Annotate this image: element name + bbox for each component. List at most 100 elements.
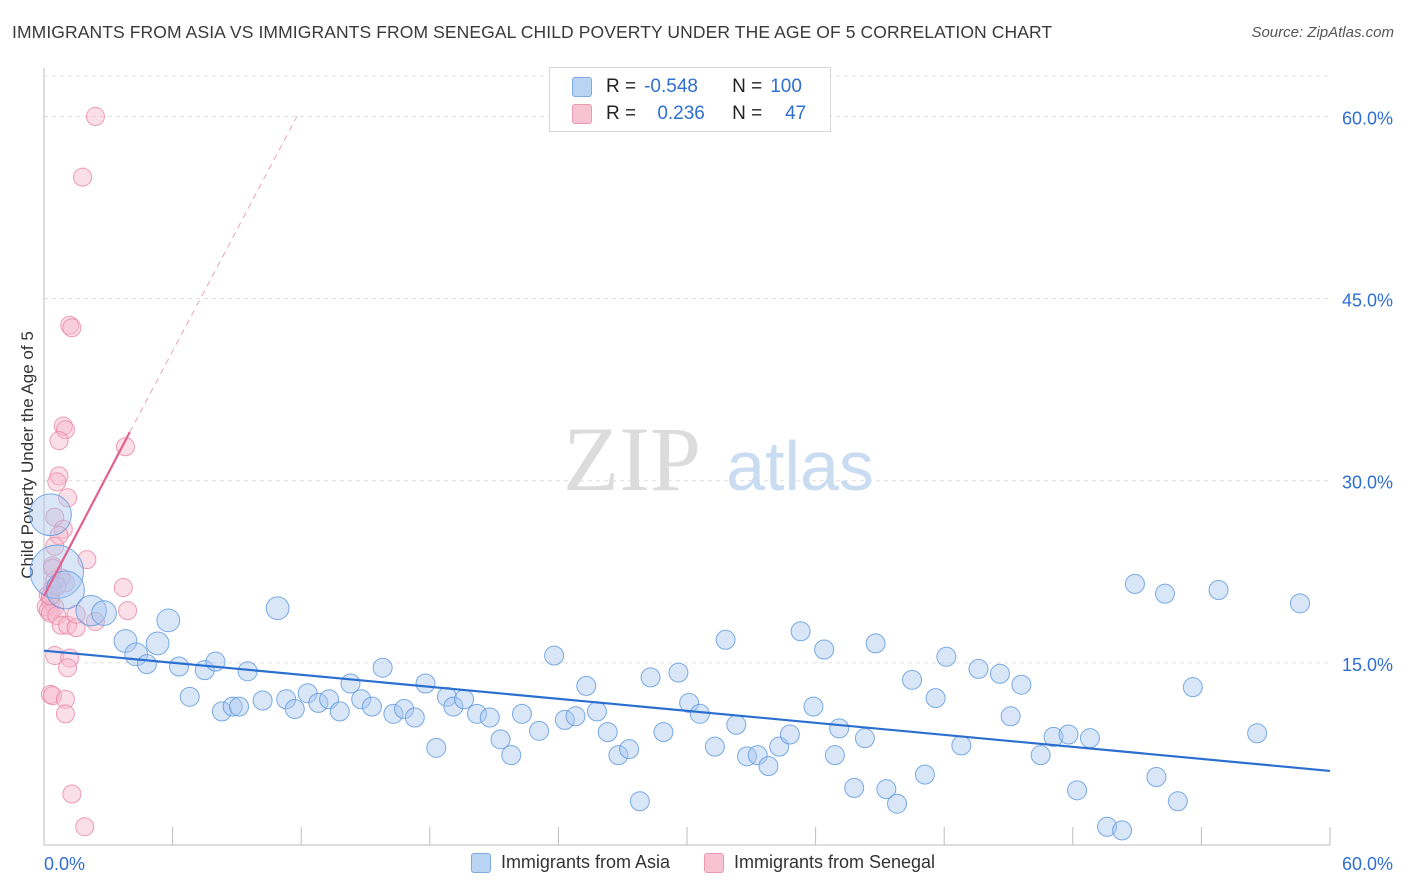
legend-row-asia: R = -0.548 N = 100 [572,74,802,100]
asia-point [1146,767,1167,787]
asia-point [865,633,886,654]
asia-point [608,745,629,766]
watermark-zip: ZIP [563,408,701,510]
senegal-point [49,431,69,451]
asia-point [902,669,923,690]
legend-label-asia: Immigrants from Asia [500,852,670,872]
asia-point [490,729,511,750]
asia-point [229,696,250,717]
asia-point [156,608,181,633]
asia-point [169,656,190,677]
asia-point [252,690,273,711]
asia-point [779,724,800,745]
asia-point [1182,677,1203,698]
asia-point [1079,728,1100,749]
asia-point [1247,723,1268,744]
asia-point [704,736,725,757]
asia-point [715,629,736,650]
asia-point [1208,580,1229,600]
asia-point [640,667,661,688]
senegal-point [58,488,78,508]
asia-point [265,596,290,621]
asia-point [1043,726,1064,747]
senegal-swatch [703,852,724,873]
asia-point [443,696,464,717]
tick-labels: 15.0% 30.0% 45.0% 60.0% 0.0% 60.0% [44,108,1393,874]
asia-point [586,701,607,722]
asia-point [565,706,586,727]
senegal-trend-line [43,431,131,597]
senegal-swatch [572,104,592,124]
r-value-senegal: 0.236 [657,103,705,124]
asia-point [1030,745,1051,766]
asia-point [668,662,689,683]
asia-point [790,621,811,642]
asia-point [936,646,957,667]
asia-point [544,645,565,666]
senegal-point [55,704,75,724]
asia-point [394,699,415,719]
asia-point [758,756,779,777]
senegal-point [58,658,78,678]
watermark: ZIP atlas [563,408,874,510]
senegal-point [62,318,82,338]
y-tick-label: 15.0% [1342,655,1393,675]
asia-point [1000,706,1021,727]
senegal-point [62,784,82,804]
asia-point [426,737,447,758]
senegal-point [51,615,71,635]
asia-point [479,707,500,728]
asia-point [454,689,475,710]
asia-point [914,764,935,785]
asia-point [876,779,897,800]
asia-point [814,639,835,660]
senegal-point [73,167,93,187]
asia-point [844,777,865,798]
senegal-point [53,416,73,436]
asia-point [854,728,875,749]
asia-point [1058,724,1079,745]
senegal-trend-extension [129,116,298,433]
asia-point [136,654,157,675]
legend-item-senegal[interactable]: Immigrants from Senegal [703,852,935,873]
legend-row-senegal: R = 0.236 N = 47 [572,101,806,127]
asia-point [91,600,117,626]
asia-point [1112,820,1133,841]
asia-point [887,793,908,814]
legend-item-asia[interactable]: Immigrants from Asia [470,852,670,873]
asia-trend-line [43,649,1331,773]
bottom-legend: Immigrants from Asia Immigrants from Sen… [0,852,1406,873]
axes [43,68,1331,846]
asia-point [951,735,972,756]
x-tick-label-max: 60.0% [1342,854,1393,874]
senegal-point [75,817,95,837]
asia-point [383,703,404,724]
senegal-point [55,689,75,709]
asia-point [576,675,597,696]
asia-point [529,720,550,741]
senegal-point [66,618,86,638]
asia-point [329,701,350,722]
asia-point [1011,674,1032,695]
asia-swatch [470,852,491,873]
r-value-asia: -0.548 [644,76,698,97]
asia-point [222,696,243,717]
asia-point [803,696,824,717]
asia-point [29,493,72,537]
asia-point [1154,583,1175,604]
asia-point [501,745,522,766]
senegal-point [43,686,63,706]
x-tick-label-min: 0.0% [44,854,85,874]
asia-point [1289,593,1310,614]
asia-point [466,703,487,724]
trend-lines [43,116,1331,773]
asia-point [1067,780,1088,801]
asia-point [404,707,425,728]
asia-point [968,658,989,679]
senegal-point [60,315,80,335]
r-label: R = [606,76,637,97]
n-label: N = [732,76,763,97]
asia-point [726,714,747,735]
y-tick-label: 60.0% [1342,108,1393,128]
